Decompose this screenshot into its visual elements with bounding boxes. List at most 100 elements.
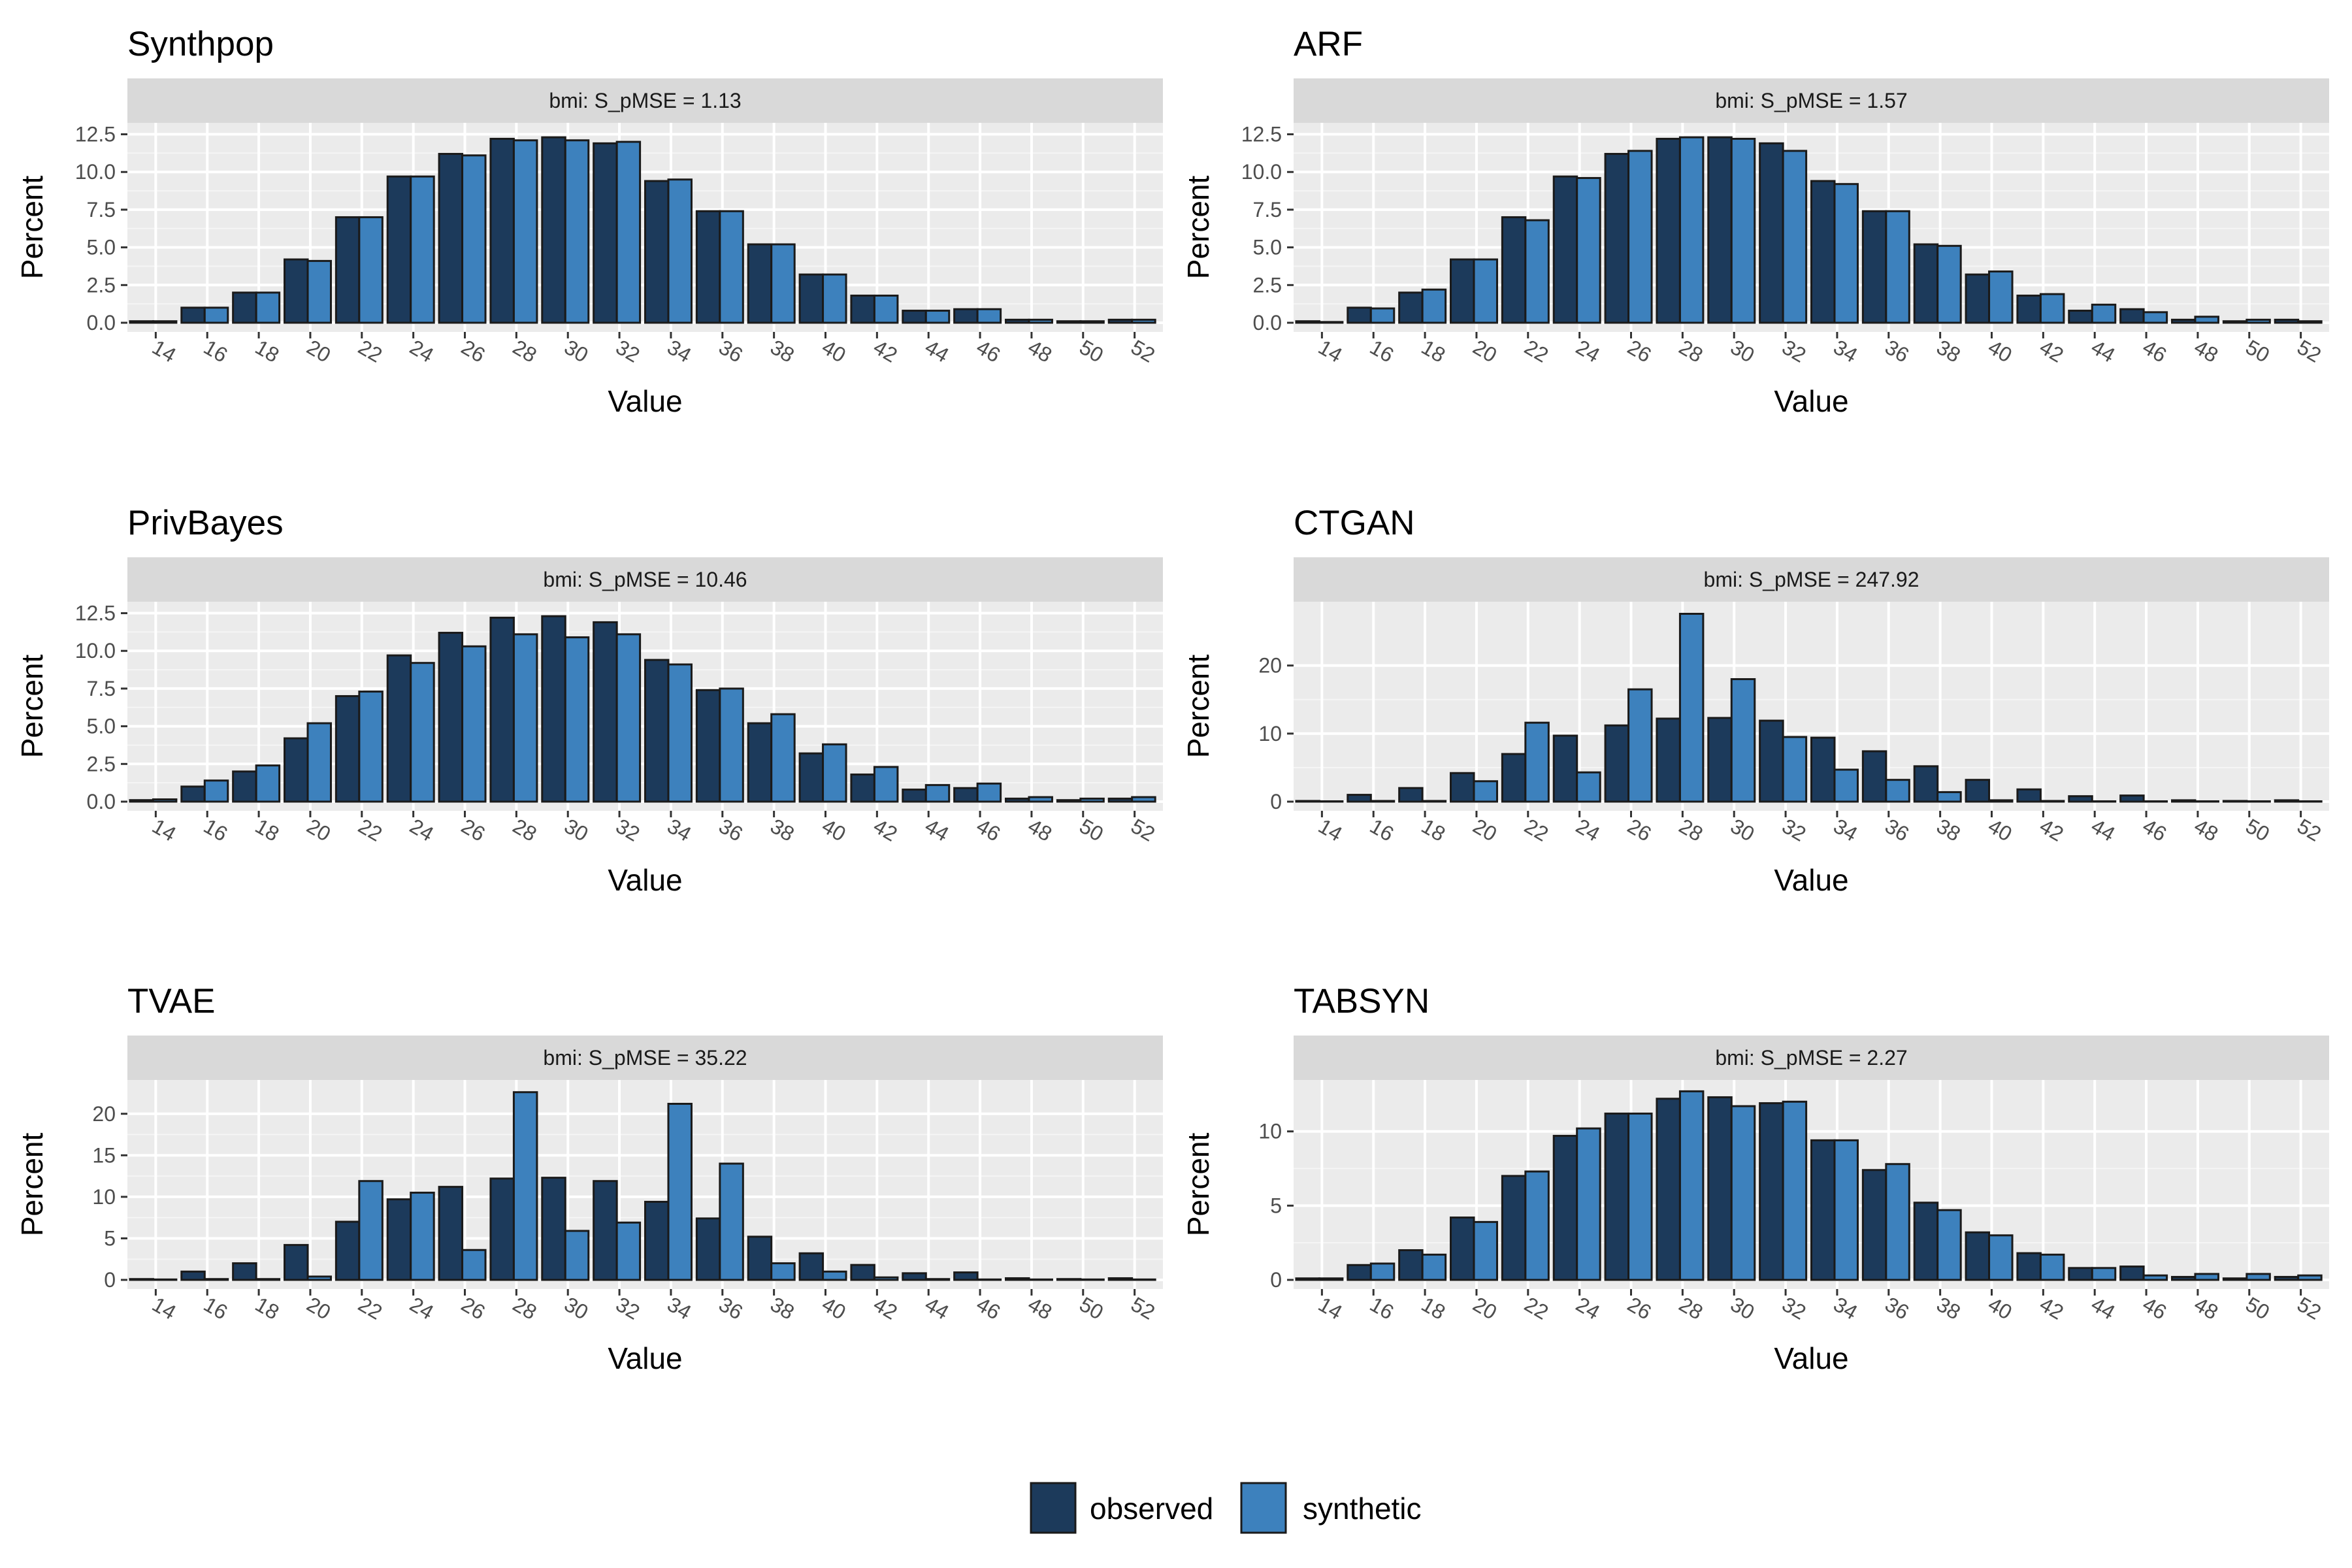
x-tick-label: 42 (870, 335, 902, 367)
x-tick-label: 40 (1984, 335, 2016, 367)
x-tick-label: 42 (2036, 1292, 2068, 1324)
bar-observed-44 (2068, 795, 2093, 803)
bar-observed-18 (232, 770, 257, 803)
bar-observed-24 (386, 175, 412, 324)
x-tick-label: 50 (2242, 814, 2274, 846)
bar-synthetic-50 (2246, 1273, 2271, 1281)
bar-observed-48 (2170, 318, 2197, 324)
legend: observed synthetic (1030, 1482, 1422, 1534)
bar-observed-18 (1398, 787, 1424, 803)
x-tick-label: 28 (509, 335, 541, 367)
bar-observed-16 (1347, 306, 1372, 324)
y-tick-label: 10.0 (1241, 160, 1282, 184)
bar-observed-16 (180, 785, 206, 803)
bar-synthetic-52 (2297, 320, 2323, 324)
bar-observed-48 (2170, 1275, 2197, 1281)
bar-observed-46 (2119, 308, 2145, 324)
y-axis-title: Percent (15, 176, 49, 280)
x-tick-label: 52 (1127, 814, 1159, 846)
x-tick-label: 34 (663, 814, 695, 846)
y-tick-label: 20 (1258, 654, 1282, 678)
bar-observed-44 (902, 1272, 927, 1281)
x-tick-label: 18 (252, 814, 284, 846)
x-tick-label: 36 (1881, 814, 1913, 846)
bar-observed-34 (644, 659, 670, 803)
bar-observed-40 (1965, 779, 1991, 803)
bar-synthetic-46 (2142, 311, 2168, 324)
panel-2: PrivBayes bmi: S_pMSE = 10.46 0.0 2.5 5.0 7.5… (15, 504, 1163, 897)
bar-observed-40 (798, 273, 825, 324)
bar-observed-48 (2170, 799, 2197, 803)
bar-observed-48 (1004, 318, 1030, 324)
bar-synthetic-18 (255, 291, 281, 324)
bar-observed-32 (1759, 719, 1784, 803)
facet-strip (127, 78, 1163, 123)
bar-synthetic-18 (1421, 800, 1447, 803)
bar-observed-16 (1347, 1264, 1372, 1281)
bar-synthetic-40 (822, 1270, 847, 1281)
bar-observed-44 (2068, 310, 2093, 324)
y-axis-title: Percent (15, 655, 49, 759)
y-tick-label: 0.0 (87, 790, 116, 813)
bar-observed-14 (129, 320, 154, 324)
y-tick-label: 10 (1258, 722, 1282, 745)
x-tick-label: 14 (1315, 814, 1347, 846)
bar-observed-42 (2016, 1252, 2042, 1281)
panel-title: CTGAN (1294, 504, 1415, 542)
bar-observed-34 (1810, 736, 1836, 803)
bar-synthetic-30 (1730, 1105, 1756, 1281)
bar-synthetic-50 (1079, 1278, 1105, 1281)
bar-synthetic-36 (1885, 210, 1910, 324)
bar-synthetic-42 (873, 294, 899, 324)
bar-observed-14 (1295, 800, 1320, 803)
x-tick-label: 14 (148, 1292, 180, 1324)
x-tick-label: 22 (354, 1292, 386, 1324)
bar-synthetic-20 (306, 259, 332, 324)
y-tick-label: 12.5 (75, 602, 116, 625)
panel-title: PrivBayes (127, 504, 284, 542)
x-tick-label: 42 (2036, 814, 2068, 846)
x-tick-label: 38 (1933, 1292, 1965, 1324)
bar-synthetic-42 (2039, 293, 2065, 324)
x-tick-label: 16 (200, 814, 232, 846)
x-tick-label: 36 (1881, 335, 1913, 367)
bar-synthetic-30 (564, 1230, 590, 1281)
x-tick-label: 36 (715, 814, 747, 846)
bar-observed-26 (438, 1186, 464, 1281)
x-tick-label: 40 (818, 1292, 850, 1324)
bar-observed-24 (1552, 1135, 1578, 1281)
bar-observed-38 (747, 1235, 773, 1281)
y-tick-label: 2.5 (87, 752, 116, 776)
bar-synthetic-24 (1576, 771, 1601, 803)
bar-synthetic-32 (615, 1221, 642, 1281)
bar-observed-34 (1810, 180, 1836, 324)
bar-synthetic-28 (1678, 136, 1705, 324)
bar-synthetic-24 (410, 662, 435, 803)
bar-synthetic-20 (306, 1275, 332, 1281)
y-tick-label: 10.0 (75, 160, 116, 184)
facet-strip (1294, 78, 2329, 123)
x-tick-label: 52 (2293, 1292, 2325, 1324)
x-tick-label: 34 (1829, 814, 1861, 846)
bar-observed-52 (2274, 318, 2300, 324)
bar-synthetic-52 (1131, 1278, 1156, 1281)
x-tick-label: 22 (1520, 814, 1552, 846)
x-tick-label: 46 (2139, 335, 2171, 367)
bar-observed-36 (695, 689, 721, 803)
bar-synthetic-16 (1369, 307, 1396, 324)
x-tick-label: 16 (200, 335, 232, 367)
bar-observed-18 (232, 291, 257, 324)
bar-synthetic-34 (667, 663, 693, 803)
panel-title: TVAE (127, 982, 216, 1021)
bar-synthetic-36 (719, 687, 744, 803)
bar-observed-28 (489, 137, 515, 324)
bar-synthetic-48 (1028, 796, 1053, 803)
y-tick-label: 7.5 (87, 677, 116, 700)
bar-synthetic-38 (770, 1262, 796, 1281)
bar-synthetic-44 (924, 784, 951, 803)
x-tick-label: 16 (1366, 814, 1398, 846)
bar-observed-38 (1913, 1201, 1939, 1281)
bar-synthetic-24 (410, 175, 435, 324)
bar-synthetic-46 (2142, 800, 2168, 803)
y-tick-label: 10.0 (75, 639, 116, 662)
